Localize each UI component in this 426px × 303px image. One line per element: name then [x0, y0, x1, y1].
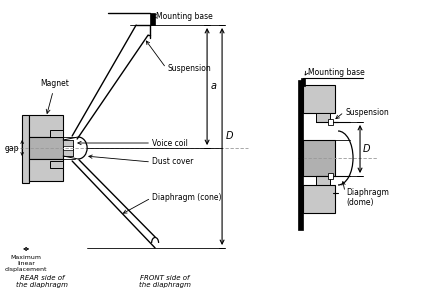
Bar — [316, 176, 330, 185]
Text: a: a — [211, 81, 217, 91]
Text: Diaphragm (cone): Diaphragm (cone) — [152, 194, 222, 202]
Bar — [63, 150, 73, 156]
Text: Suspension: Suspension — [345, 108, 389, 117]
Text: gap: gap — [4, 144, 19, 152]
Bar — [303, 185, 335, 213]
Bar — [29, 159, 63, 181]
Bar — [29, 137, 63, 159]
Text: FRONT side of
the diaphragm: FRONT side of the diaphragm — [139, 275, 191, 288]
Bar — [50, 161, 63, 168]
Bar — [328, 173, 333, 179]
Bar — [298, 80, 303, 230]
Bar — [29, 115, 63, 137]
Text: Suspension: Suspension — [167, 64, 211, 72]
Bar — [50, 130, 63, 137]
Text: Diaphragm
(dome): Diaphragm (dome) — [346, 188, 389, 207]
Bar — [316, 113, 330, 122]
Text: REAR side of
the diaphragm: REAR side of the diaphragm — [16, 275, 68, 288]
Text: Magnet: Magnet — [41, 79, 69, 113]
Text: D: D — [363, 144, 371, 154]
Bar — [303, 140, 335, 176]
Bar — [63, 140, 73, 156]
Text: Mounting base: Mounting base — [308, 68, 365, 77]
Bar — [150, 13, 155, 25]
Text: D: D — [226, 131, 233, 141]
Text: Maximum
linear
displacement: Maximum linear displacement — [5, 255, 47, 271]
Text: Dust cover: Dust cover — [152, 158, 193, 166]
Bar — [303, 85, 335, 113]
Bar — [22, 115, 29, 183]
Text: Mounting base: Mounting base — [156, 12, 213, 21]
Bar — [63, 140, 73, 146]
Bar — [301, 78, 305, 86]
Bar — [328, 119, 333, 125]
Text: Voice coil: Voice coil — [152, 138, 188, 148]
